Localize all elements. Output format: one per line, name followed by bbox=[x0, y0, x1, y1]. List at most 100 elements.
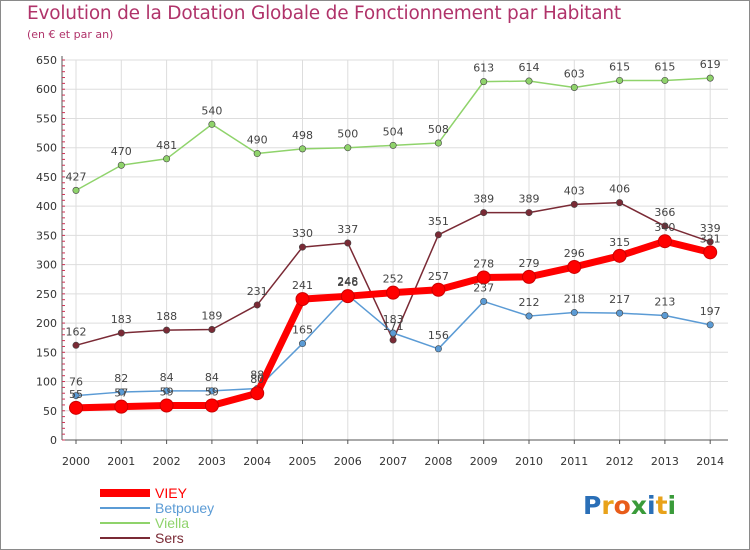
data-label: 508 bbox=[428, 123, 449, 136]
data-label: 241 bbox=[292, 279, 313, 292]
legend-label-viella: Viella bbox=[155, 515, 189, 531]
series-layer bbox=[69, 74, 718, 415]
data-label: 615 bbox=[654, 60, 675, 73]
legend-label-betpouey: Betpouey bbox=[155, 500, 214, 516]
data-point bbox=[344, 239, 352, 247]
data-point bbox=[480, 297, 488, 305]
x-tick-label: 2000 bbox=[62, 455, 90, 468]
data-point bbox=[706, 238, 714, 246]
data-label: 315 bbox=[609, 236, 630, 249]
x-tick-label: 2007 bbox=[379, 455, 407, 468]
data-label: 76 bbox=[69, 376, 83, 389]
x-tick-label: 2011 bbox=[560, 455, 588, 468]
data-label: 504 bbox=[383, 125, 404, 138]
data-point bbox=[616, 76, 624, 84]
data-point bbox=[570, 200, 578, 208]
series-sers bbox=[72, 199, 714, 349]
y-tick-label: 150 bbox=[36, 346, 57, 359]
data-point bbox=[253, 301, 261, 309]
data-label: 80 bbox=[250, 373, 264, 386]
y-tick-label: 100 bbox=[36, 376, 57, 389]
data-label: 340 bbox=[654, 221, 675, 234]
data-point bbox=[295, 292, 310, 307]
data-point bbox=[208, 387, 216, 395]
data-point bbox=[386, 285, 401, 300]
data-label: 59 bbox=[160, 386, 174, 399]
data-label: 213 bbox=[654, 295, 675, 308]
data-point bbox=[340, 289, 355, 304]
data-point bbox=[480, 209, 488, 217]
data-point bbox=[344, 144, 352, 152]
data-label: 321 bbox=[700, 232, 721, 245]
x-tick-label: 2008 bbox=[424, 455, 452, 468]
data-point bbox=[69, 400, 83, 415]
logo-letter: o bbox=[614, 491, 631, 520]
chart-title: Evolution de la Dotation Globale de Fonc… bbox=[27, 3, 621, 24]
y-tick-label: 300 bbox=[36, 259, 57, 272]
y-tick-label: 50 bbox=[43, 405, 57, 418]
data-point bbox=[117, 161, 125, 169]
data-point bbox=[431, 282, 446, 297]
data-label: 603 bbox=[564, 67, 585, 80]
data-point bbox=[434, 345, 442, 353]
data-label: 189 bbox=[201, 310, 222, 323]
data-label: 406 bbox=[609, 183, 630, 196]
data-label: 403 bbox=[564, 184, 585, 197]
data-label: 237 bbox=[473, 281, 494, 294]
grid-lines bbox=[62, 59, 728, 440]
data-label: 481 bbox=[156, 139, 177, 152]
data-point bbox=[204, 398, 219, 413]
data-label: 427 bbox=[66, 170, 87, 183]
data-point bbox=[389, 329, 397, 337]
data-label: 389 bbox=[473, 193, 494, 206]
data-label: 366 bbox=[654, 206, 675, 219]
data-label: 351 bbox=[428, 215, 449, 228]
data-label: 84 bbox=[160, 371, 174, 384]
data-point bbox=[253, 150, 261, 158]
data-label: 246 bbox=[337, 276, 358, 289]
data-point bbox=[570, 309, 578, 317]
data-label: 540 bbox=[201, 104, 222, 117]
x-tick-label: 2010 bbox=[515, 455, 543, 468]
data-point bbox=[298, 145, 306, 153]
data-label: 188 bbox=[156, 310, 177, 323]
x-tick-label: 2013 bbox=[651, 455, 679, 468]
data-point bbox=[163, 326, 171, 334]
data-point bbox=[298, 340, 306, 348]
data-point bbox=[434, 231, 442, 239]
data-label: 337 bbox=[337, 223, 358, 236]
chart-subtitle: (en € et par an) bbox=[27, 28, 114, 41]
data-label: 615 bbox=[609, 60, 630, 73]
x-tick-label: 2001 bbox=[107, 455, 135, 468]
data-point bbox=[389, 336, 397, 344]
data-label: 279 bbox=[519, 257, 540, 270]
data-label: 183 bbox=[383, 313, 404, 326]
data-label: 389 bbox=[519, 193, 540, 206]
data-point bbox=[389, 141, 397, 149]
data-point bbox=[706, 321, 714, 329]
x-tick-label: 2002 bbox=[153, 455, 181, 468]
data-label: 162 bbox=[66, 325, 87, 338]
data-label: 156 bbox=[428, 329, 449, 342]
data-point bbox=[612, 248, 627, 263]
data-label: 614 bbox=[519, 61, 540, 74]
logo-letter: i bbox=[647, 491, 656, 520]
y-tick-label: 600 bbox=[36, 83, 57, 96]
data-label: 330 bbox=[292, 227, 313, 240]
y-tick-label: 400 bbox=[36, 200, 57, 213]
x-tick-label: 2006 bbox=[334, 455, 362, 468]
data-label: 470 bbox=[111, 145, 132, 158]
series-betpouey bbox=[72, 291, 714, 400]
y-tick-label: 250 bbox=[36, 288, 57, 301]
data-label: 183 bbox=[111, 313, 132, 326]
data-point bbox=[703, 245, 718, 260]
data-label: 55 bbox=[69, 388, 83, 401]
x-tick-label: 2003 bbox=[198, 455, 226, 468]
data-label: 165 bbox=[292, 324, 313, 337]
data-point bbox=[525, 209, 533, 217]
series-viey bbox=[69, 234, 718, 415]
y-tick-label: 450 bbox=[36, 171, 57, 184]
data-point bbox=[657, 234, 672, 249]
proxiti-logo: Proxiti bbox=[583, 491, 676, 520]
